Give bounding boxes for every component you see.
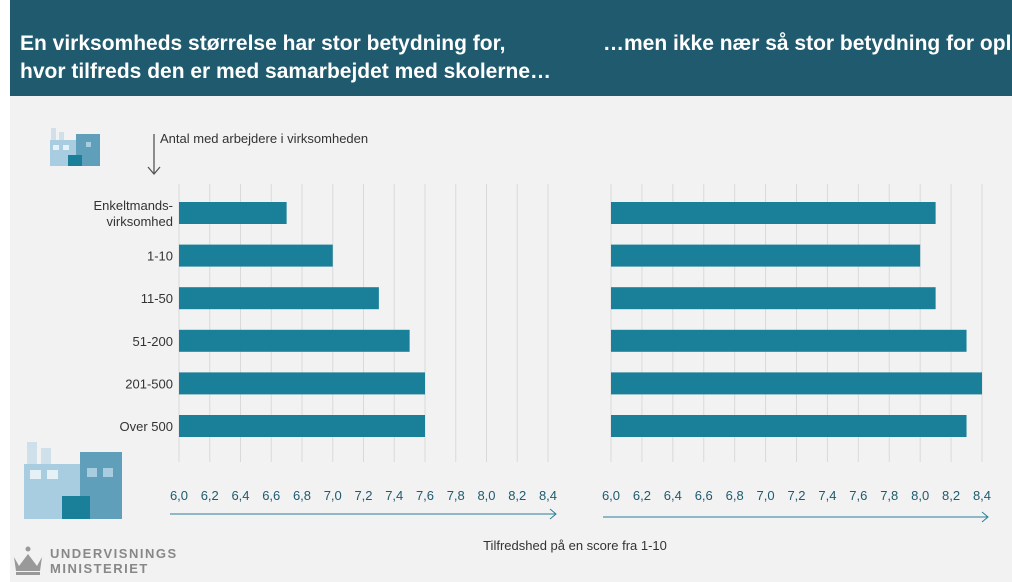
x-tick-label: 7,0 — [324, 488, 342, 503]
x-tick-label: 8,0 — [477, 488, 495, 503]
ministry-logo-text: UNDERVISNINGS MINISTERIET — [50, 546, 178, 576]
x-tick-label: 6,6 — [262, 488, 280, 503]
crown-logo-icon — [14, 546, 42, 575]
bar — [611, 202, 936, 224]
right-panel: 6,0 6,2 6,4 6,6 6,8 7,0 7,2 7,4 7,6 7,8 8,0 8,2 8,4 — [602, 184, 991, 503]
x-tick-label: 7,8 — [880, 488, 898, 503]
x-tick-label: 6,4 — [231, 488, 249, 503]
bar — [179, 372, 425, 395]
x-tick-label: 8,2 — [942, 488, 960, 503]
x-tick-label: 6,8 — [293, 488, 311, 503]
bar — [611, 244, 921, 267]
x-tick-label: 7,6 — [849, 488, 867, 503]
category-label: Enkeltmands-virksomhed — [94, 198, 173, 229]
arrow-down-icon — [147, 134, 161, 175]
bar — [611, 415, 967, 437]
title-right: …men ikke nær så stor betydning for ople… — [603, 32, 1012, 55]
x-tick-label: 7,6 — [416, 488, 434, 503]
factory-icon-large — [24, 442, 122, 519]
category-label: Over 500 — [120, 419, 173, 434]
x-tick-label: 8,4 — [539, 488, 557, 503]
x-tick-label: 6,2 — [201, 488, 219, 503]
x-tick-label: 6,8 — [726, 488, 744, 503]
x-tick-label: 6,0 — [602, 488, 620, 503]
x-tick-label: 8,0 — [911, 488, 929, 503]
category-label: 201-500 — [125, 376, 173, 391]
bar — [179, 287, 379, 310]
category-label: 11-50 — [141, 291, 173, 306]
x-tick-label: 8,2 — [508, 488, 526, 503]
axis-arrow-right — [603, 511, 989, 523]
logo-line-1: UNDERVISNINGS — [50, 546, 178, 561]
x-tick-label: 7,2 — [787, 488, 805, 503]
x-tick-label: 7,2 — [354, 488, 372, 503]
title-left: En virksomheds størrelse har stor betydn… — [20, 32, 552, 83]
x-axis-label: Tilfredshed på en score fra 1-10 — [483, 538, 667, 553]
category-labels: Enkeltmands-virksomhed 1-10 11-50 51-200 201… — [94, 198, 173, 434]
left-panel: 6,0 6,2 6,4 6,6 6,8 7,0 7,2 7,4 7,6 7,8 8,0 8,2 8,4 — [170, 184, 557, 503]
x-tick-label: 6,4 — [664, 488, 682, 503]
bar — [179, 202, 287, 224]
x-tick-label: 6,6 — [695, 488, 713, 503]
category-label: 1-10 — [147, 249, 173, 264]
factory-icon-small — [50, 128, 100, 166]
x-tick-label: 7,4 — [818, 488, 836, 503]
bar — [611, 287, 936, 310]
x-tick-label: 6,2 — [633, 488, 651, 503]
category-axis-label: Antal med arbejdere i virksomheden — [160, 131, 368, 146]
bar — [611, 329, 967, 352]
axis-arrow-left — [170, 508, 557, 520]
x-tick-label: 7,4 — [385, 488, 403, 503]
category-label: 51-200 — [133, 334, 173, 349]
x-tick-label: 7,8 — [447, 488, 465, 503]
bar — [179, 415, 425, 437]
logo-line-2: MINISTERIET — [50, 561, 149, 576]
x-tick-label: 7,0 — [757, 488, 775, 503]
bar — [179, 329, 410, 352]
bar — [179, 244, 333, 267]
x-tick-label: 6,0 — [170, 488, 188, 503]
bar — [611, 372, 982, 395]
x-tick-label: 8,4 — [973, 488, 991, 503]
header-banner: En virksomheds størrelse har stor betydn… — [10, 0, 1012, 96]
